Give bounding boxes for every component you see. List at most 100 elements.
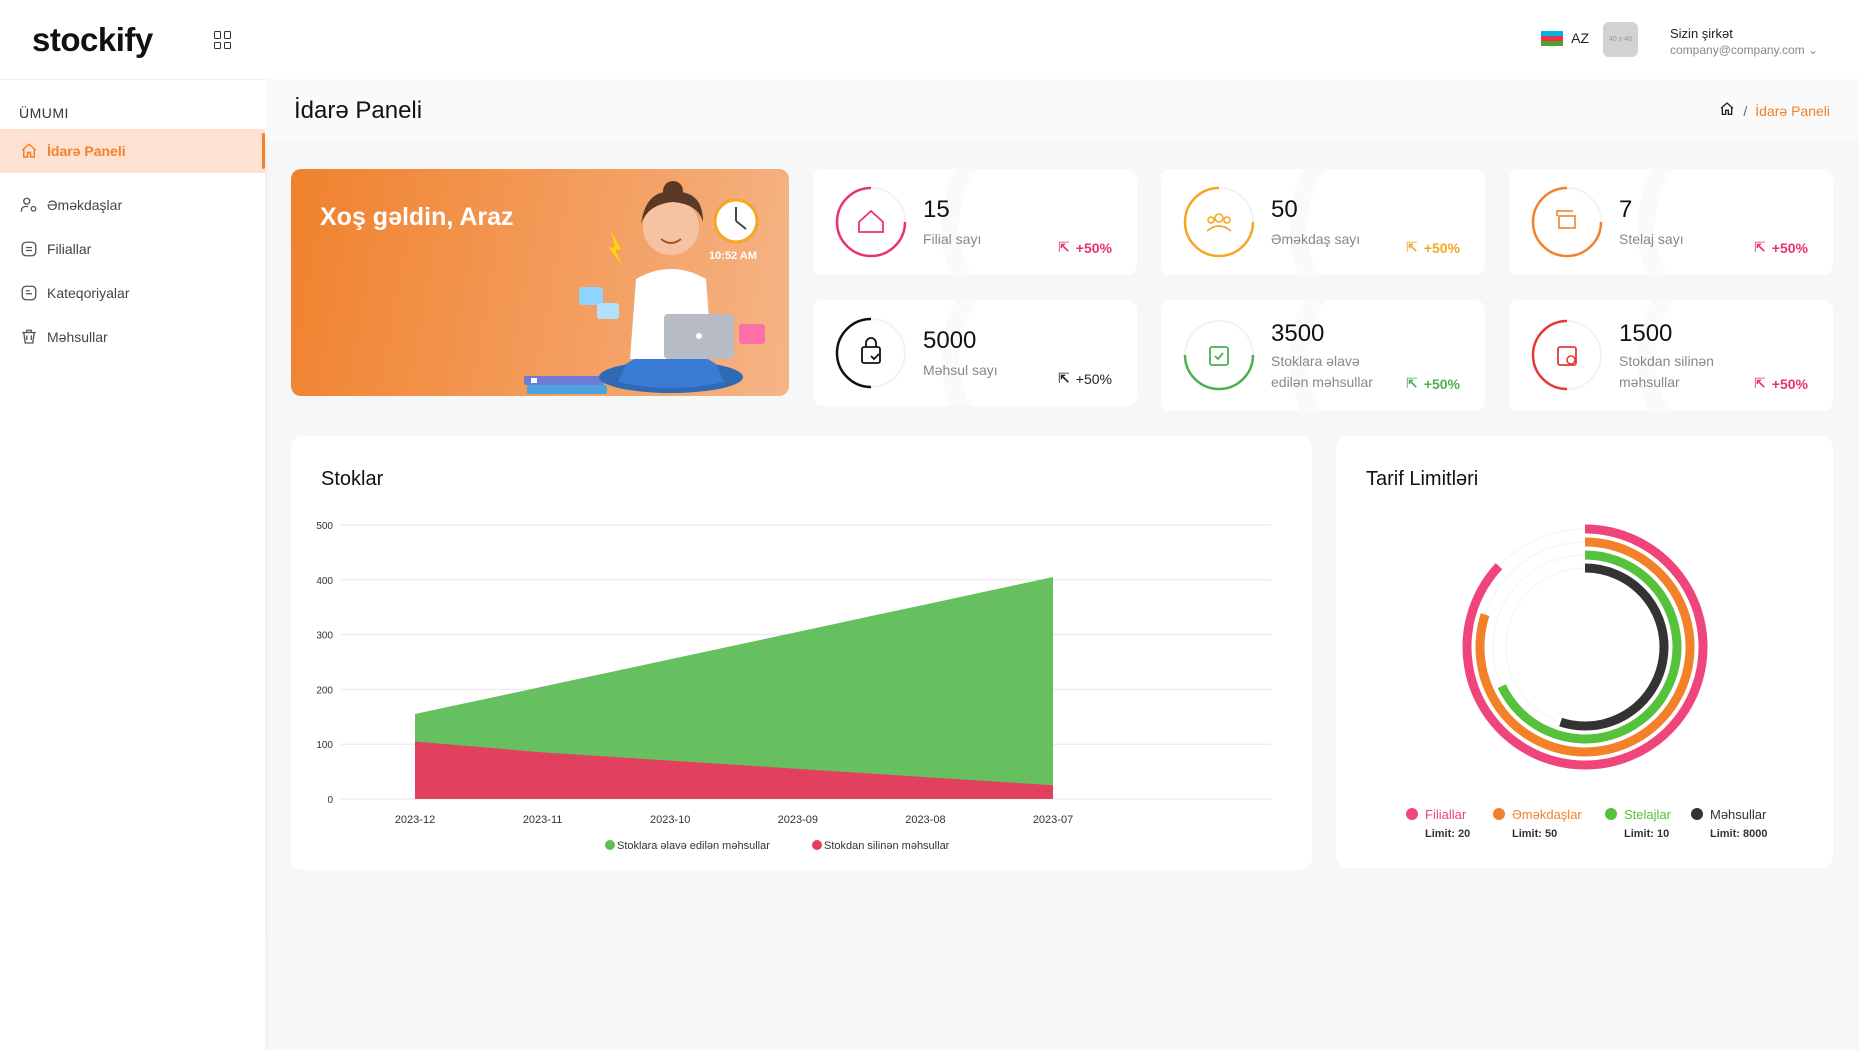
legend-limit: Limit: 20: [1425, 828, 1470, 840]
product-count-ring: [835, 317, 906, 389]
company-email: company@company.com ⌄: [1670, 43, 1819, 57]
sidebar-item-label: Məhsullar: [47, 329, 108, 345]
sidebar-menu: İdarə Paneli Əməkdaşlar Filiallar Kateqo…: [0, 129, 265, 359]
radial-bar-2: [1497, 550, 1682, 744]
x-tick-label: 2023-09: [778, 814, 818, 826]
stat-trend: ⇱ +50%: [1406, 239, 1460, 256]
logo-row: stockify: [0, 0, 265, 79]
sidebar-item-employees[interactable]: Əməkdaşlar: [0, 183, 265, 227]
employee-count-ring: [1183, 186, 1255, 258]
stocks-panel: Stoklar 0 100 200 300 400 500 2023-12 2023-11 20…: [291, 436, 1312, 870]
arrow-up-left-icon: ⇱: [1406, 239, 1418, 255]
stat-label: Əməkdaş sayı: [1271, 231, 1361, 247]
arrow-up-left-icon: ⇱: [1058, 370, 1070, 386]
users-icon: [19, 195, 39, 215]
stat-label: Stokdan silinən məhsullar: [1619, 353, 1714, 390]
stat-label: Stelaj sayı: [1619, 231, 1684, 247]
language-label: AZ: [1571, 30, 1589, 46]
radial-bar-1: [1475, 537, 1695, 757]
stat-value: 7: [1619, 196, 1633, 223]
sidebar-item-branches[interactable]: Filiallar: [0, 227, 265, 271]
branch-icon: [19, 239, 39, 259]
added-stock-ring: [1183, 320, 1255, 391]
stat-label: Stoklara əlavə edilən məhsullar: [1271, 353, 1373, 390]
sidebar-item-products[interactable]: Məhsullar: [0, 315, 265, 359]
x-tick-label: 2023-08: [905, 814, 945, 826]
tariff-panel: Tarif Limitləri Filiallar Limit: 20 Əməkda…: [1336, 436, 1833, 868]
menu-grid-icon[interactable]: [214, 31, 232, 49]
stat-value: 15: [923, 196, 950, 223]
stat-trend: ⇱ +50%: [1058, 239, 1112, 256]
legend-marker: [605, 840, 615, 850]
x-tick-label: 2023-07: [1033, 814, 1073, 826]
stat-card-removed-from-stock: 1500 Stokdan silinən məhsullar ⇱ +50%: [1509, 300, 1833, 411]
company-name: Sizin şirkət: [1670, 26, 1733, 41]
stat-card-products: 5000 Məhsul sayı ⇱ +50%: [813, 300, 1137, 406]
stat-trend: ⇱ +50%: [1058, 370, 1112, 387]
company-menu[interactable]: Sizin şirkət company@company.com ⌄: [1670, 26, 1818, 57]
radial-bar-3: [1559, 563, 1669, 731]
shelf-count-ring: [1531, 186, 1603, 258]
logo[interactable]: stockify: [32, 20, 153, 58]
category-icon: [19, 283, 39, 303]
breadcrumb-current: İdarə Paneli: [1755, 102, 1830, 119]
sidebar-item-label: Kateqoriyalar: [47, 285, 130, 301]
stat-value: 5000: [923, 327, 977, 354]
stat-card-branches: 15 Filial sayı ⇱ +50%: [813, 169, 1137, 275]
stat-trend: ⇱ +50%: [1754, 375, 1808, 392]
legend-label[interactable]: Stoklara əlavə edilən məhsullar: [617, 840, 770, 852]
sidebar-item-label: Filiallar: [47, 241, 92, 257]
sidebar-section-title: ÜMUMI: [19, 105, 69, 121]
clock-time: 10:52 AM: [709, 250, 757, 262]
content-footer-area: [270, 938, 1859, 1050]
y-tick-label: 500: [316, 521, 333, 532]
branch-count-ring: [835, 186, 907, 258]
legend-marker: [1691, 808, 1703, 820]
legend-limit: Limit: 10: [1624, 828, 1669, 840]
stocks-area-chart: 0 100 200 300 400 500 2023-12 2023-11 2023-10 202…: [316, 521, 1271, 852]
y-tick-label: 0: [327, 795, 333, 806]
sidebar-item-dashboard[interactable]: İdarə Paneli: [0, 129, 265, 173]
azerbaijan-flag-icon: [1541, 30, 1564, 46]
avatar[interactable]: 40 x 40: [1603, 22, 1638, 57]
chevron-down-icon: ⌄: [1808, 43, 1819, 57]
welcome-title: Xoş gəldin, Araz: [320, 203, 514, 231]
legend-marker: [812, 840, 822, 850]
legend-marker: [1605, 808, 1617, 820]
stocks-title: Stoklar: [321, 468, 384, 490]
y-tick-label: 300: [316, 631, 333, 642]
stat-card-employees: 50 Əməkdaş sayı ⇱ +50%: [1161, 169, 1485, 275]
sidebar-item-label: İdarə Paneli: [47, 143, 126, 159]
legend-label[interactable]: Məhsullar: [1710, 807, 1767, 822]
home-icon[interactable]: [1719, 101, 1735, 120]
sidebar-item-categories[interactable]: Kateqoriyalar: [0, 271, 265, 315]
arrow-up-left-icon: ⇱: [1754, 375, 1766, 391]
sidebar: stockify ÜMUMI İdarə Paneli Əməkdaşlar F…: [0, 0, 265, 1050]
area-series-1: [415, 741, 1053, 799]
stat-card-shelves: 7 Stelaj sayı ⇱ +50%: [1509, 169, 1833, 275]
legend-label[interactable]: Stelajlar: [1624, 807, 1672, 822]
legend-label[interactable]: Filiallar: [1425, 807, 1467, 822]
language-selector[interactable]: AZ: [1541, 30, 1589, 46]
y-tick-label: 400: [316, 576, 333, 587]
legend-label[interactable]: Əməkdaşlar: [1512, 807, 1582, 822]
legend-marker: [1406, 808, 1418, 820]
stat-value: 1500: [1619, 320, 1673, 347]
arrow-up-left-icon: ⇱: [1058, 239, 1070, 255]
tariff-radial-chart: Filiallar Limit: 20 Əməkdaşlar Limit: 50 Ste…: [1406, 524, 1767, 840]
stat-trend: ⇱ +50%: [1754, 239, 1808, 256]
x-tick-label: 2023-10: [650, 814, 690, 826]
basket-icon: [19, 327, 39, 347]
legend-limit: Limit: 50: [1512, 828, 1557, 840]
stat-value: 50: [1271, 196, 1298, 223]
stat-label: Məhsul sayı: [923, 362, 998, 378]
home-icon: [19, 141, 39, 161]
legend-label[interactable]: Stokdan silinən məhsullar: [824, 840, 950, 852]
stat-value: 3500: [1271, 320, 1325, 347]
welcome-illustration: [524, 181, 765, 394]
legend-limit: Limit: 8000: [1710, 828, 1767, 840]
stat-label: Filial sayı: [923, 231, 982, 247]
sidebar-item-label: Əməkdaşlar: [47, 197, 123, 213]
x-tick-label: 2023-12: [395, 814, 435, 826]
arrow-up-left-icon: ⇱: [1406, 375, 1418, 391]
